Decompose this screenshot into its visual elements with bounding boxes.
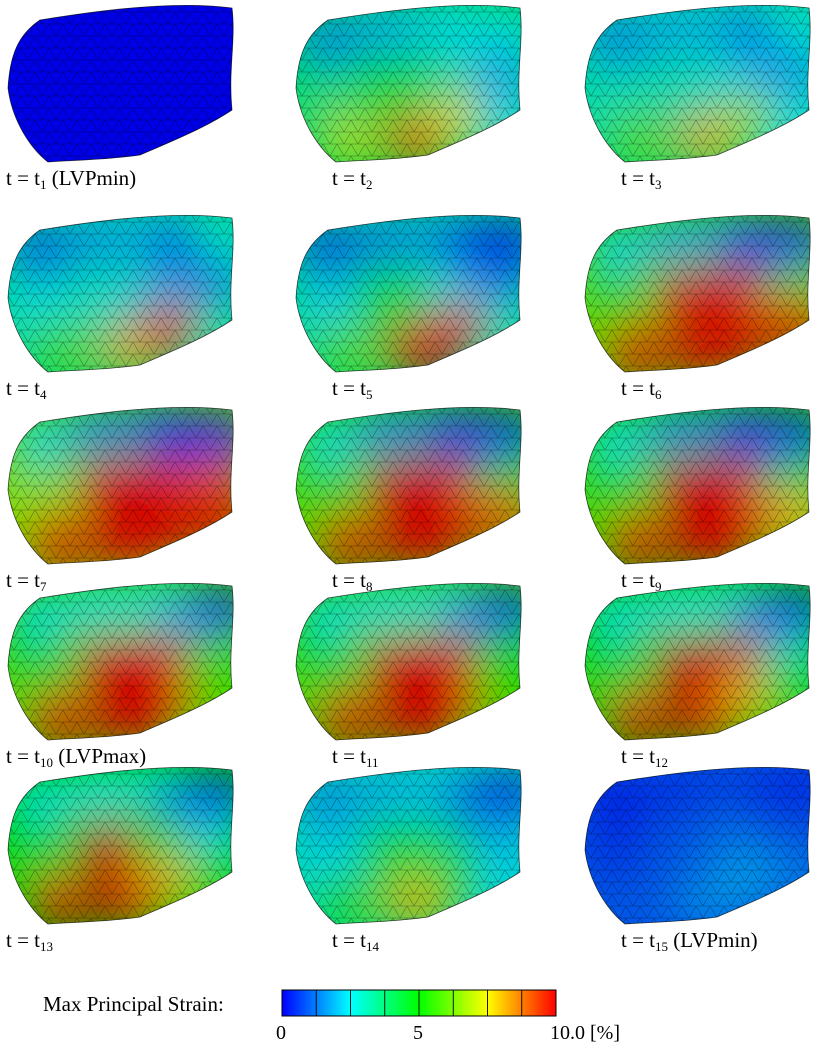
strain-panel — [7, 582, 234, 741]
surface-outline — [7, 582, 234, 741]
panel-label: t = t2 — [332, 166, 373, 192]
label-prefix: t = t — [621, 166, 656, 190]
panel-label: t = t3 — [621, 166, 662, 192]
strain-panel — [7, 406, 234, 565]
mesh-overlay — [8, 767, 234, 924]
panel-label: t = t7 — [6, 568, 47, 594]
label-prefix: t = t — [332, 166, 367, 190]
label-suffix: (LVPmax) — [53, 744, 147, 768]
mesh-overlay — [296, 215, 522, 372]
strain-panel — [584, 582, 811, 741]
label-prefix: t = t — [6, 744, 41, 768]
mesh-overlay — [296, 5, 522, 162]
surface-outline — [295, 766, 522, 925]
mesh-overlay — [585, 767, 811, 924]
surface-outline — [295, 582, 522, 741]
surface-outline — [584, 4, 811, 163]
label-suffix: (LVPmin) — [46, 166, 137, 190]
panel-label: t = t11 — [332, 744, 379, 770]
surface-outline — [7, 214, 234, 373]
mesh-overlay — [585, 215, 811, 372]
strain-panel — [7, 4, 234, 163]
mesh-overlay — [296, 767, 522, 924]
label-subscript: 6 — [655, 387, 662, 402]
surface-outline — [584, 582, 811, 741]
colorbar-tick-label: 10.0 [%] — [550, 1022, 620, 1044]
strain-panel — [295, 214, 522, 373]
strain-panel — [295, 582, 522, 741]
label-subscript: 8 — [366, 579, 373, 594]
panel-label: t = t8 — [332, 568, 373, 594]
colorbar — [281, 989, 557, 1017]
label-prefix: t = t — [6, 166, 41, 190]
mesh-overlay — [296, 407, 522, 564]
label-subscript: 13 — [40, 939, 54, 954]
panel-label: t = t9 — [621, 568, 662, 594]
mesh-overlay — [8, 5, 234, 162]
mesh-overlay — [8, 215, 234, 372]
label-prefix: t = t — [332, 928, 367, 952]
panel-label: t = t13 — [6, 928, 54, 954]
strain-panel — [584, 4, 811, 163]
label-prefix: t = t — [332, 568, 367, 592]
colorbar-tick-label: 5 — [413, 1022, 423, 1044]
label-subscript: 4 — [40, 387, 47, 402]
panel-label: t = t10 (LVPmax) — [6, 744, 147, 770]
label-prefix: t = t — [6, 568, 41, 592]
label-prefix: t = t — [332, 744, 367, 768]
panel-label: t = t1 (LVPmin) — [6, 166, 137, 192]
panel-label: t = t6 — [621, 376, 662, 402]
label-subscript: 3 — [655, 177, 662, 192]
label-prefix: t = t — [621, 928, 656, 952]
label-subscript: 1 — [40, 177, 47, 192]
panel-label: t = t15 (LVPmin) — [621, 928, 758, 954]
strain-panel — [295, 406, 522, 565]
mesh-overlay — [585, 583, 811, 740]
surface-outline — [295, 4, 522, 163]
surface-outline — [584, 406, 811, 565]
surface-outline — [7, 406, 234, 565]
surface-outline — [7, 766, 234, 925]
strain-panel — [7, 214, 234, 373]
mesh-overlay — [585, 407, 811, 564]
label-subscript: 14 — [366, 939, 380, 954]
legend-title: Max Principal Strain: — [43, 992, 224, 1016]
strain-panel — [295, 4, 522, 163]
panel-label: t = t5 — [332, 376, 373, 402]
surface-outline — [584, 214, 811, 373]
surface-outline — [7, 4, 234, 163]
label-suffix: (LVPmin) — [668, 928, 758, 952]
surface-outline — [295, 214, 522, 373]
strain-panel — [584, 214, 811, 373]
surface-outline — [295, 406, 522, 565]
strain-panel — [584, 406, 811, 565]
label-prefix: t = t — [621, 568, 656, 592]
label-subscript: 12 — [655, 755, 669, 770]
label-subscript: 15 — [655, 939, 669, 954]
mesh-overlay — [8, 407, 234, 564]
label-prefix: t = t — [332, 376, 367, 400]
label-prefix: t = t — [6, 928, 41, 952]
strain-panel — [584, 766, 811, 925]
label-subscript: 11 — [366, 755, 379, 770]
label-subscript: 5 — [366, 387, 373, 402]
label-subscript: 9 — [655, 579, 662, 594]
label-prefix: t = t — [6, 376, 41, 400]
label-prefix: t = t — [621, 376, 656, 400]
strain-panel — [7, 766, 234, 925]
surface-outline — [584, 766, 811, 925]
label-subscript: 10 — [40, 755, 54, 770]
mesh-overlay — [585, 5, 811, 162]
label-subscript: 7 — [40, 579, 47, 594]
colorbar-tick-label: 0 — [276, 1022, 286, 1044]
label-prefix: t = t — [621, 744, 656, 768]
panel-label: t = t4 — [6, 376, 47, 402]
panel-label: t = t12 — [621, 744, 669, 770]
mesh-overlay — [296, 583, 522, 740]
panel-label: t = t14 — [332, 928, 380, 954]
label-subscript: 2 — [366, 177, 373, 192]
strain-panel — [295, 766, 522, 925]
mesh-overlay — [8, 583, 234, 740]
